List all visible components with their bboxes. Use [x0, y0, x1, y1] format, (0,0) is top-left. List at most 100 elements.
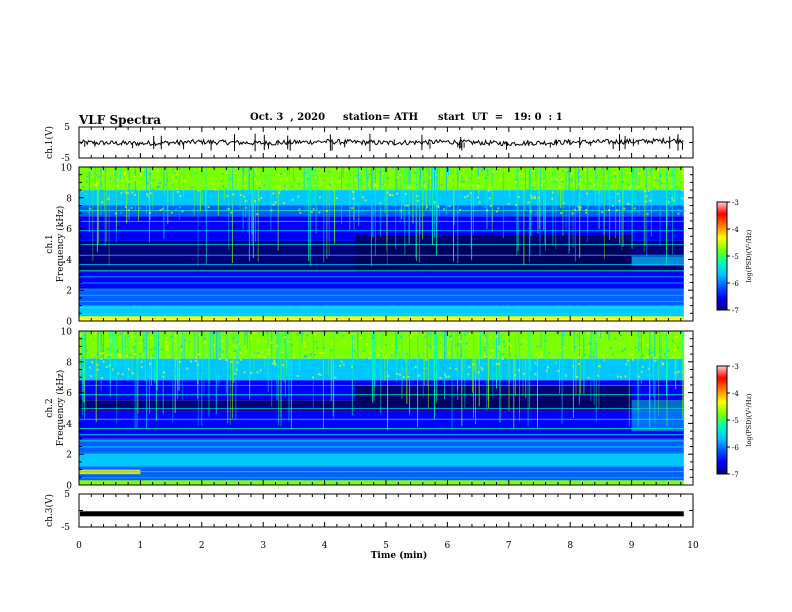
noise-speckle	[285, 188, 288, 191]
sferic-streak	[645, 331, 647, 334]
noise-speckle	[424, 366, 427, 369]
noise-speckle	[521, 338, 524, 341]
sferic-streak	[422, 331, 424, 398]
sferic-streak	[565, 331, 567, 333]
noise-speckle	[396, 372, 399, 375]
noise-speckle	[91, 361, 94, 364]
noise-speckle	[211, 175, 214, 177]
noise-speckle	[256, 201, 258, 203]
sferic-streak	[683, 331, 685, 425]
noise-speckle	[102, 349, 104, 352]
sferic-streak	[416, 167, 417, 262]
sferic-streak	[299, 331, 301, 371]
noise-speckle	[116, 350, 119, 353]
noise-speckle	[407, 211, 410, 214]
y-axis-label: Frequency (kHz)	[55, 206, 66, 283]
noise-speckle	[96, 368, 99, 371]
noise-speckle	[124, 345, 127, 348]
noise-speckle	[166, 345, 169, 348]
noise-speckle	[395, 178, 398, 181]
noise-speckle	[487, 189, 490, 192]
sferic-streak	[102, 167, 104, 185]
x-tick-label: 1	[138, 541, 144, 551]
noise-speckle	[504, 357, 507, 360]
noise-speckle	[664, 353, 667, 356]
noise-speckle	[131, 372, 134, 375]
noise-speckle	[230, 211, 233, 214]
noise-speckle	[490, 335, 493, 338]
sferic-streak	[555, 167, 557, 212]
sferic-streak	[524, 167, 526, 211]
narrowband-line	[79, 264, 684, 266]
sferic-streak	[84, 167, 86, 181]
noise-speckle	[466, 194, 469, 197]
sferic-streak	[574, 167, 576, 262]
sferic-streak	[434, 167, 435, 209]
noise-speckle	[121, 373, 124, 376]
noise-speckle	[439, 357, 442, 359]
noise-speckle	[113, 198, 116, 201]
noise-speckle	[601, 333, 604, 336]
noise-speckle	[282, 202, 285, 205]
noise-speckle	[134, 335, 137, 338]
sferic-streak	[445, 331, 447, 375]
noise-speckle	[462, 184, 465, 187]
noise-speckle	[481, 335, 484, 338]
noise-speckle	[596, 176, 599, 179]
sferic-streak	[328, 167, 330, 257]
sferic-streak	[210, 331, 212, 359]
noise-speckle	[219, 358, 222, 361]
sferic-streak	[239, 167, 241, 210]
noise-speckle	[391, 375, 394, 378]
noise-speckle	[159, 209, 162, 212]
noise-speckle	[671, 197, 674, 200]
noise-speckle	[465, 345, 468, 348]
noise-speckle	[427, 332, 430, 335]
noise-speckle	[497, 345, 500, 348]
noise-speckle	[543, 180, 545, 183]
sferic-streak	[384, 331, 386, 381]
noise-speckle	[650, 356, 653, 359]
noise-speckle	[487, 173, 490, 176]
noise-speckle	[92, 342, 95, 345]
sferic-streak	[104, 167, 106, 246]
noise-speckle	[544, 339, 547, 342]
sferic-streak	[333, 167, 335, 193]
colorbar-tick-label: -7	[732, 307, 739, 315]
noise-speckle	[219, 189, 221, 192]
noise-speckle	[577, 334, 579, 337]
noise-speckle	[490, 188, 493, 191]
sferic-streak	[186, 331, 188, 340]
noise-speckle	[387, 375, 390, 378]
noise-speckle	[254, 168, 257, 171]
noise-speckle	[561, 178, 563, 181]
noise-speckle	[457, 177, 459, 180]
noise-speckle	[651, 351, 654, 354]
sferic-streak	[457, 167, 459, 264]
noise-speckle	[551, 197, 554, 200]
noise-speckle	[157, 338, 160, 341]
noise-speckle	[400, 361, 403, 364]
spectrum-band	[79, 167, 684, 191]
sferic-streak	[271, 331, 273, 407]
noise-speckle	[435, 206, 438, 209]
noise-speckle	[319, 373, 322, 376]
noise-speckle	[461, 180, 463, 183]
noise-speckle	[290, 185, 293, 187]
narrowband-line	[79, 374, 684, 376]
sferic-streak	[163, 167, 165, 240]
noise-speckle	[158, 337, 161, 340]
noise-speckle	[127, 180, 130, 183]
noise-speckle	[536, 345, 539, 348]
noise-speckle	[303, 341, 305, 344]
sferic-streak	[435, 331, 436, 362]
noise-speckle	[374, 185, 377, 188]
noise-speckle	[319, 182, 322, 185]
noise-speckle	[368, 173, 371, 176]
sferic-streak	[116, 331, 118, 425]
noise-speckle	[608, 363, 611, 366]
noise-speckle	[350, 340, 353, 343]
noise-speckle	[416, 372, 419, 375]
noise-speckle	[417, 354, 420, 357]
sferic-streak	[547, 331, 548, 379]
